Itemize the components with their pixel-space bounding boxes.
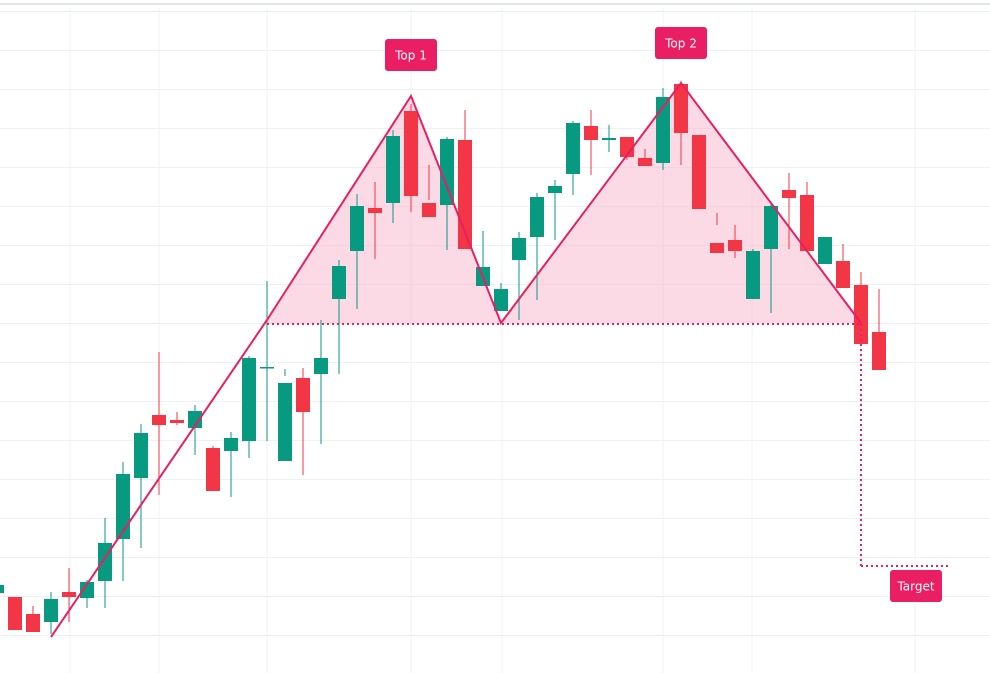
candle-body: [170, 420, 184, 423]
grid: [0, 8, 990, 673]
candle-body: [872, 332, 886, 370]
pattern-label: Top 2: [664, 37, 697, 51]
pattern-line: [50, 81, 862, 638]
candle-body: [620, 137, 634, 157]
label-box: [385, 39, 437, 71]
candle-body: [566, 123, 580, 174]
candle-body: [224, 438, 238, 451]
candle-body: [602, 138, 616, 140]
candle-body: [134, 433, 148, 478]
candle-body: [692, 135, 706, 209]
candle-body: [116, 474, 130, 539]
candle-body: [710, 243, 724, 253]
candle-body: [314, 358, 328, 374]
candle-body: [332, 266, 346, 299]
candle-body: [80, 582, 94, 598]
candle-body: [26, 614, 40, 632]
pattern-label: Top 1: [394, 49, 427, 63]
candle-body: [548, 186, 562, 193]
candle-body: [62, 592, 76, 597]
candle-body: [350, 206, 364, 251]
candle-body: [206, 448, 220, 491]
candle-body: [854, 285, 868, 344]
candle-body: [512, 238, 526, 260]
candle-body: [98, 543, 112, 581]
candle-body: [260, 367, 274, 369]
candle-body: [764, 206, 778, 249]
candle-body: [8, 597, 22, 630]
candle-body: [386, 136, 400, 203]
label-box: [890, 570, 942, 602]
label-box: [655, 27, 707, 59]
candle-body: [746, 251, 760, 299]
candle-body: [296, 378, 310, 412]
candle-body: [836, 261, 850, 288]
candle-body: [440, 139, 454, 205]
candle-body: [278, 383, 292, 461]
candle-body: [584, 126, 598, 140]
candle-body: [404, 111, 418, 196]
candle-body: [818, 237, 832, 264]
candle-body: [674, 84, 688, 133]
candle-body: [494, 289, 508, 311]
candle-body: [242, 358, 256, 441]
candle-body: [638, 158, 652, 166]
candle-body: [44, 599, 58, 622]
candle-body: [782, 190, 796, 198]
pattern-label: Target: [896, 580, 934, 594]
candle-body: [656, 97, 670, 163]
candle-body: [152, 415, 166, 425]
candle-body: [368, 208, 382, 213]
candle-body: [0, 585, 4, 593]
candle-body: [728, 240, 742, 251]
candle-body: [188, 411, 202, 428]
candle-body: [800, 195, 814, 251]
candle-body: [422, 203, 436, 217]
candle-body: [530, 197, 544, 237]
